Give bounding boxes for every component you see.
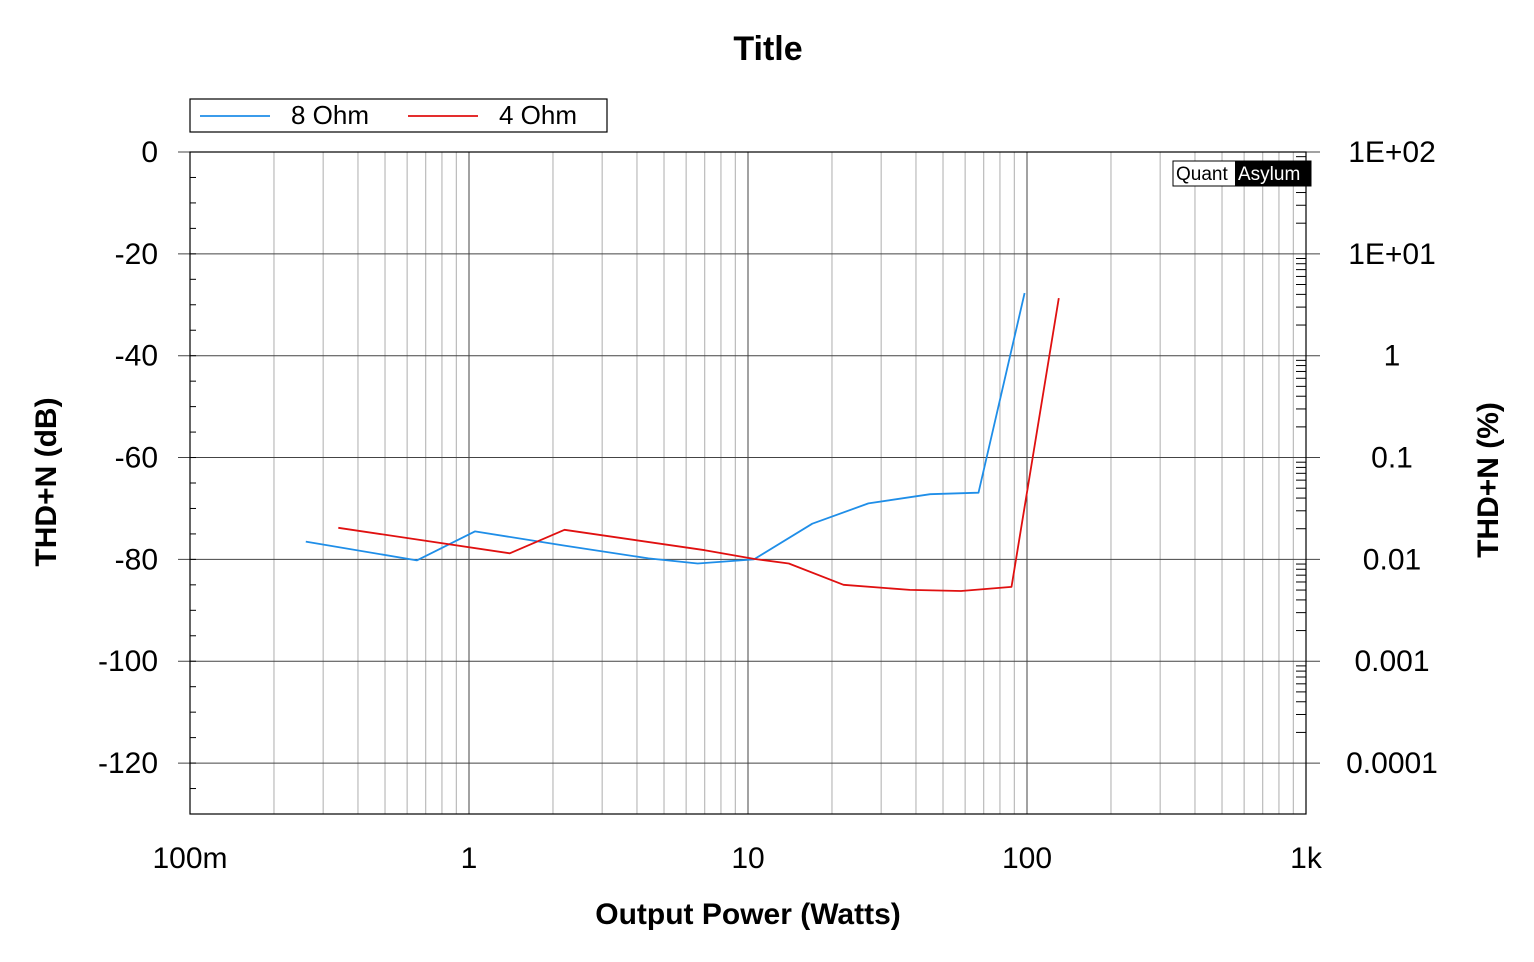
x-tick-label: 1 xyxy=(461,842,478,875)
y-tick-label: -120 xyxy=(98,747,158,780)
x-tick-label: 10 xyxy=(731,842,764,875)
y-tick-label: -100 xyxy=(98,645,158,678)
y-right-tick-label: 1 xyxy=(1384,340,1401,373)
logo-text-asylum: Asylum xyxy=(1238,164,1300,185)
x-tick-label: 1k xyxy=(1290,842,1323,875)
chart-title: Title xyxy=(733,30,802,68)
y-right-tick-label: 1E+01 xyxy=(1348,238,1436,271)
y-right-tick-label: 1E+02 xyxy=(1348,136,1436,169)
y-tick-label: -80 xyxy=(115,543,158,576)
y-right-tick-label: 0.01 xyxy=(1363,543,1421,576)
y-tick-label: 0 xyxy=(141,136,158,169)
x-tick-label: 100m xyxy=(152,842,227,875)
plot-frame xyxy=(189,151,1307,815)
legend: 8 Ohm 4 Ohm xyxy=(189,98,608,133)
y-tick-labels: 0 -20 -40 -60 -80 -100 -120 xyxy=(98,136,158,780)
quantasylum-logo: Quant Asylum xyxy=(1172,160,1312,187)
y-tick-label: -60 xyxy=(115,442,158,475)
x-axis-title: Output Power (Watts) xyxy=(595,898,901,931)
y-right-tick-labels: 1E+02 1E+01 1 0.1 0.01 0.001 0.0001 xyxy=(1346,136,1438,780)
legend-label-8-ohm: 8 Ohm xyxy=(291,100,369,130)
x-tick-labels: 100m 1 10 100 1k xyxy=(152,842,1322,875)
y-right-tick-label: 0.1 xyxy=(1371,442,1413,475)
y-right-tick-label: 0.001 xyxy=(1354,645,1429,678)
y-tick-label: -40 xyxy=(115,340,158,373)
legend-label-4-ohm: 4 Ohm xyxy=(499,100,577,130)
y-right-axis-title: THD+N (%) xyxy=(1472,402,1505,558)
series-line-8-ohm xyxy=(305,292,1026,565)
logo-dark-block xyxy=(1235,161,1311,186)
y-right-tick-label: 0.0001 xyxy=(1346,747,1438,780)
x-tick-label: 100 xyxy=(1002,842,1052,875)
y-axis-title: THD+N (dB) xyxy=(30,397,63,566)
y-tick-label: -20 xyxy=(115,238,158,271)
series-line-4-ohm xyxy=(338,297,1060,592)
series-group xyxy=(305,292,1060,592)
grid xyxy=(178,151,1320,814)
logo-text-quant: Quant xyxy=(1176,164,1228,185)
